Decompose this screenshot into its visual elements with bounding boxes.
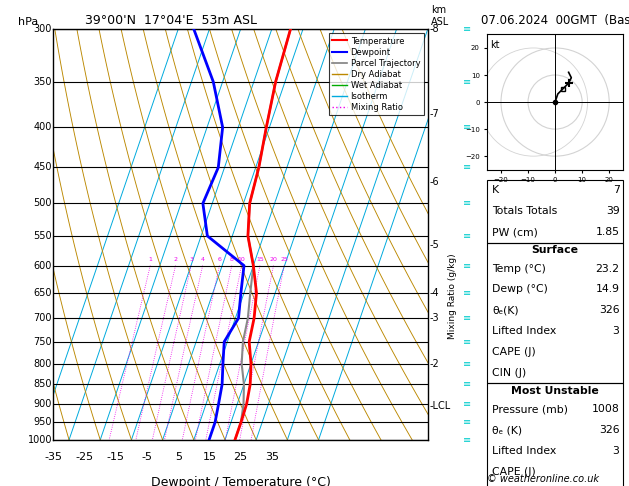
Text: 850: 850 xyxy=(33,380,52,389)
Text: -5: -5 xyxy=(142,452,152,462)
Text: 35: 35 xyxy=(265,452,279,462)
Text: ≡: ≡ xyxy=(463,24,470,34)
Text: 650: 650 xyxy=(33,288,52,298)
Text: ≡: ≡ xyxy=(463,359,470,369)
Text: 3: 3 xyxy=(189,257,193,262)
Text: Lifted Index: Lifted Index xyxy=(492,446,556,456)
Text: ≡: ≡ xyxy=(463,337,470,347)
Text: -7: -7 xyxy=(430,109,440,119)
Text: 350: 350 xyxy=(33,77,52,87)
Text: 14.9: 14.9 xyxy=(596,284,620,295)
Text: -8: -8 xyxy=(430,24,439,34)
Text: -6: -6 xyxy=(430,177,439,187)
Text: 6: 6 xyxy=(218,257,221,262)
Text: Lifted Index: Lifted Index xyxy=(492,326,556,336)
Text: 500: 500 xyxy=(33,198,52,208)
Text: 39: 39 xyxy=(606,206,620,216)
Text: 550: 550 xyxy=(33,231,52,241)
Text: 1.85: 1.85 xyxy=(596,227,620,237)
Text: 25: 25 xyxy=(233,452,248,462)
Text: CAPE (J): CAPE (J) xyxy=(492,467,536,477)
Text: kt: kt xyxy=(490,40,499,50)
Text: 2: 2 xyxy=(174,257,177,262)
Text: PW (cm): PW (cm) xyxy=(492,227,538,237)
Text: CIN (J): CIN (J) xyxy=(492,368,526,378)
Text: ≡: ≡ xyxy=(463,399,470,409)
Text: Surface: Surface xyxy=(532,245,579,255)
Text: 4: 4 xyxy=(201,257,204,262)
Text: -25: -25 xyxy=(75,452,94,462)
Text: 1000: 1000 xyxy=(28,435,52,445)
Text: km
ASL: km ASL xyxy=(431,5,449,27)
Text: -5: -5 xyxy=(430,240,440,250)
Text: 300: 300 xyxy=(33,24,52,34)
Text: Most Unstable: Most Unstable xyxy=(511,386,599,396)
Text: 10: 10 xyxy=(238,257,245,262)
Text: 600: 600 xyxy=(33,260,52,271)
Text: ≡: ≡ xyxy=(463,122,470,132)
Text: 5: 5 xyxy=(175,452,182,462)
Text: 400: 400 xyxy=(33,122,52,132)
Text: 450: 450 xyxy=(33,162,52,173)
Text: 900: 900 xyxy=(33,399,52,409)
Text: 3: 3 xyxy=(613,326,620,336)
Text: ≡: ≡ xyxy=(463,380,470,389)
Text: 7: 7 xyxy=(613,185,620,195)
Text: Dewp (°C): Dewp (°C) xyxy=(492,284,548,295)
Text: ≡: ≡ xyxy=(463,198,470,208)
Text: 25: 25 xyxy=(280,257,288,262)
Text: ≡: ≡ xyxy=(463,417,470,427)
Text: -15: -15 xyxy=(107,452,125,462)
Text: ≡: ≡ xyxy=(463,260,470,271)
Text: Pressure (mb): Pressure (mb) xyxy=(492,404,568,415)
Text: θₑ (K): θₑ (K) xyxy=(492,425,522,435)
Text: 1008: 1008 xyxy=(592,404,620,415)
Text: Dewpoint / Temperature (°C): Dewpoint / Temperature (°C) xyxy=(151,476,330,486)
Text: 950: 950 xyxy=(33,417,52,427)
Text: 3: 3 xyxy=(613,446,620,456)
Text: -2: -2 xyxy=(430,359,440,369)
Text: ≡: ≡ xyxy=(463,77,470,87)
Text: © weatheronline.co.uk: © weatheronline.co.uk xyxy=(487,473,599,484)
Text: K: K xyxy=(492,185,499,195)
Text: 39°00'N  17°04'E  53m ASL: 39°00'N 17°04'E 53m ASL xyxy=(85,14,257,27)
Text: 800: 800 xyxy=(33,359,52,369)
Text: 07.06.2024  00GMT  (Base: 12): 07.06.2024 00GMT (Base: 12) xyxy=(481,14,629,27)
Text: ≡: ≡ xyxy=(463,288,470,298)
Text: Temp (°C): Temp (°C) xyxy=(492,263,546,274)
Text: 23.2: 23.2 xyxy=(596,263,620,274)
Text: 326: 326 xyxy=(599,305,620,315)
Text: θₑ(K): θₑ(K) xyxy=(492,305,518,315)
Text: ≡: ≡ xyxy=(463,435,470,445)
Text: 20: 20 xyxy=(269,257,277,262)
Legend: Temperature, Dewpoint, Parcel Trajectory, Dry Adiabat, Wet Adiabat, Isotherm, Mi: Temperature, Dewpoint, Parcel Trajectory… xyxy=(329,34,423,116)
Text: ≡: ≡ xyxy=(463,313,470,323)
Text: hPa: hPa xyxy=(18,17,38,27)
Text: ≡: ≡ xyxy=(463,162,470,173)
Text: -35: -35 xyxy=(45,452,62,462)
Text: Totals Totals: Totals Totals xyxy=(492,206,557,216)
Text: -4: -4 xyxy=(430,288,439,298)
Text: 8: 8 xyxy=(230,257,234,262)
Text: 750: 750 xyxy=(33,337,52,347)
Text: CAPE (J): CAPE (J) xyxy=(492,347,536,357)
Text: 15: 15 xyxy=(203,452,216,462)
Text: Mixing Ratio (g/kg): Mixing Ratio (g/kg) xyxy=(448,253,457,339)
Text: 700: 700 xyxy=(33,313,52,323)
Text: 1: 1 xyxy=(148,257,152,262)
Text: ≡: ≡ xyxy=(463,231,470,241)
Text: 326: 326 xyxy=(599,425,620,435)
Text: 15: 15 xyxy=(256,257,264,262)
Text: -LCL: -LCL xyxy=(430,401,451,411)
Text: -3: -3 xyxy=(430,313,439,323)
